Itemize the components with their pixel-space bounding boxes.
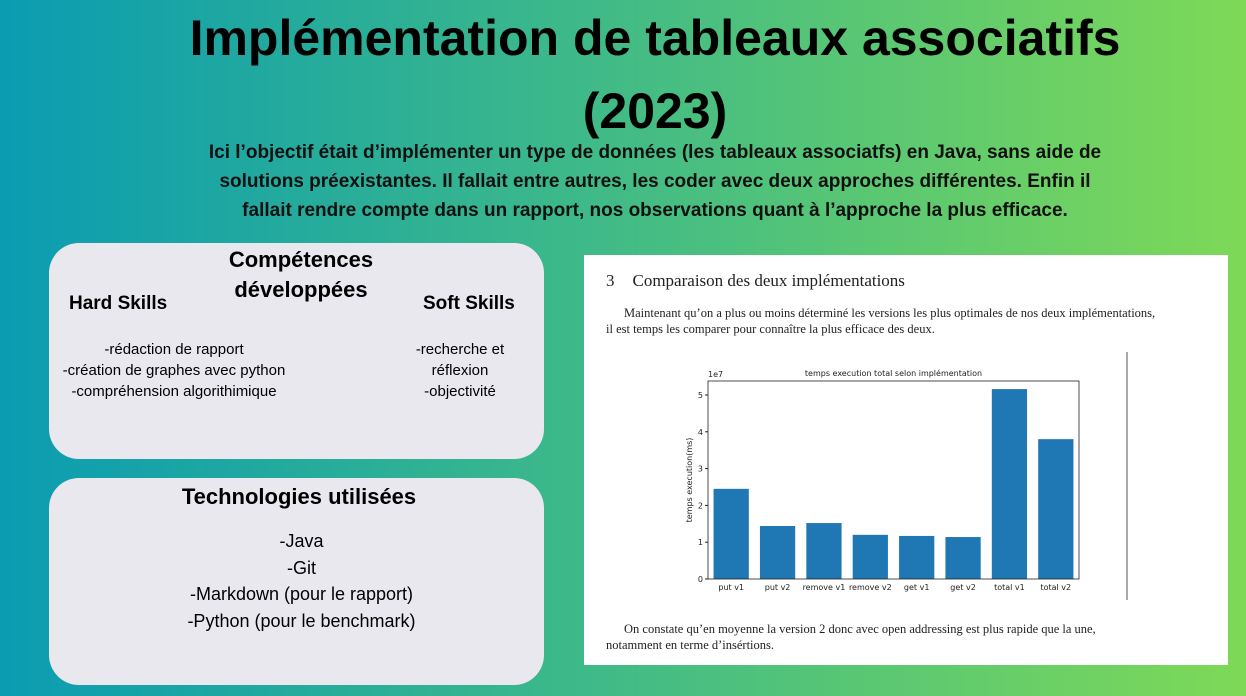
hard-skill: -rédaction de rapport <box>104 341 244 358</box>
y-axis-label: temps execution(ms) <box>685 438 694 523</box>
hard-skills-list: -rédaction de rapport -création de graph… <box>49 339 299 402</box>
hard-skill: -compréhension algorithimique <box>71 383 277 400</box>
hard-skills-title: Hard Skills <box>69 293 168 314</box>
title-line: Implémentation de tableaux associatifs <box>189 10 1121 66</box>
x-tick-label: remove v2 <box>849 583 892 592</box>
description: Ici l’objectif était d’implémenter un ty… <box>100 138 1210 225</box>
paragraph-line: notamment en terme d’insértions. <box>606 638 775 652</box>
y-tick-label: 0 <box>698 575 703 584</box>
tech-item: -Git <box>287 557 316 578</box>
x-tick-label: total v1 <box>994 583 1025 592</box>
section-number: 3 <box>606 271 615 290</box>
x-tick-label: total v2 <box>1040 583 1071 592</box>
y-tick-label: 5 <box>698 391 703 400</box>
soft-skills-list: -recherche et réflexion -objectivité <box>405 339 515 402</box>
description-line: Ici l’objectif était d’implémenter un ty… <box>208 142 1102 163</box>
x-tick-label: put v2 <box>765 583 791 592</box>
x-tick-label: remove v1 <box>803 583 846 592</box>
y-tick-label: 4 <box>698 428 703 437</box>
bar <box>991 389 1028 579</box>
y-tick-label: 1 <box>698 538 703 547</box>
x-tick-label: put v1 <box>718 583 744 592</box>
section-heading: 3 Comparaison des deux implémentations <box>606 271 905 291</box>
paragraph: Maintenant qu’on a plus ou moins détermi… <box>606 305 1216 337</box>
bar <box>1038 439 1074 579</box>
paragraph-line: il est temps les comparer pour connaître… <box>606 322 935 336</box>
tech-title: Technologies utilisées <box>181 484 417 509</box>
paragraph-line: On constate qu’en moyenne la version 2 d… <box>624 622 1096 636</box>
x-tick-label: get v2 <box>950 583 976 592</box>
tech-item: -Markdown (pour le rapport) <box>189 584 414 604</box>
soft-skill: -recherche et réflexion <box>415 341 505 379</box>
bar <box>713 488 749 579</box>
hard-skill: -création de graphes avec python <box>62 362 286 379</box>
skills-title: Compétences développées <box>228 247 374 302</box>
title-line: (2023) <box>582 83 728 139</box>
soft-skills-title: Soft Skills <box>423 293 515 314</box>
report-excerpt: 3 Comparaison des deux implémentations Ma… <box>584 255 1228 665</box>
tech-item: -Python (pour le benchmark) <box>187 610 416 631</box>
bar <box>759 526 796 579</box>
paragraph-line: Maintenant qu’on a plus ou moins détermi… <box>624 306 1156 320</box>
y-tick-label: 2 <box>698 501 703 510</box>
section-title: Comparaison des deux implémentations <box>632 271 905 290</box>
skills-card: Compétences développées Hard Skills -réd… <box>49 243 544 459</box>
bar <box>945 537 981 579</box>
tech-card: Technologies utilisées -Java -Git -Markd… <box>49 478 544 685</box>
title: Implémentation de tableaux associatifs (… <box>60 2 1246 148</box>
chart: temps execution total selon implémentati… <box>685 352 1128 600</box>
bar <box>852 534 888 579</box>
description-line: fallait rendre compte dans un rapport, n… <box>242 200 1068 221</box>
paragraph: On constate qu’en moyenne la version 2 d… <box>606 621 1216 653</box>
chart-title: temps execution total selon implémentati… <box>805 368 982 378</box>
bar <box>899 535 935 579</box>
tech-list: -Java -Git -Markdown (pour le rapport) -… <box>49 528 554 634</box>
soft-skill: -objectivité <box>424 383 496 400</box>
tech-item: -Java <box>279 531 324 551</box>
description-line: solutions préexistantes. Il fallait entr… <box>219 171 1091 192</box>
y-offset-label: 1e7 <box>708 370 723 379</box>
y-tick-label: 3 <box>698 465 703 474</box>
plot-frame <box>707 380 1080 580</box>
bar <box>806 523 842 579</box>
x-tick-label: get v1 <box>904 583 930 592</box>
